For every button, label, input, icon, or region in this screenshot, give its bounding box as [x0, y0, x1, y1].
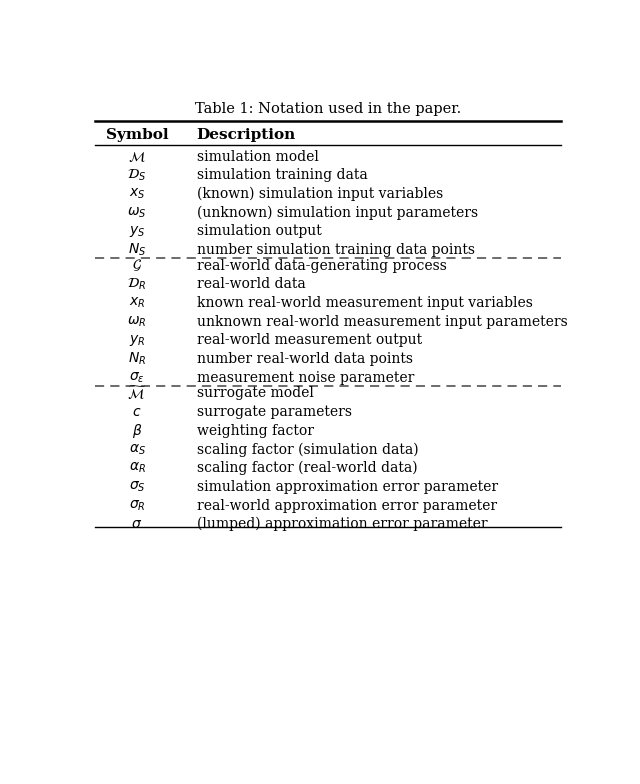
Text: $y_R$: $y_R$: [129, 333, 145, 348]
Text: Symbol: Symbol: [106, 128, 168, 142]
Text: surrogate parameters: surrogate parameters: [196, 405, 351, 419]
Text: $c$: $c$: [132, 405, 141, 419]
Text: $N_R$: $N_R$: [128, 351, 146, 368]
Text: $\omega_R$: $\omega_R$: [127, 314, 147, 329]
Text: (lumped) approximation error parameter: (lumped) approximation error parameter: [196, 517, 487, 532]
Text: weighting factor: weighting factor: [196, 423, 314, 437]
Text: $\alpha_S$: $\alpha_S$: [129, 442, 145, 456]
Text: (unknown) simulation input parameters: (unknown) simulation input parameters: [196, 205, 477, 220]
Text: real-world data-generating process: real-world data-generating process: [196, 259, 447, 273]
Text: scaling factor (real-world data): scaling factor (real-world data): [196, 461, 417, 475]
Text: Table 1: Notation used in the paper.: Table 1: Notation used in the paper.: [195, 102, 461, 115]
Text: surrogate model: surrogate model: [196, 387, 314, 401]
Text: $\alpha_R$: $\alpha_R$: [129, 461, 145, 475]
Text: $x_R$: $x_R$: [129, 296, 145, 310]
Text: simulation model: simulation model: [196, 150, 319, 164]
Text: real-world approximation error parameter: real-world approximation error parameter: [196, 499, 497, 513]
Text: $\sigma$: $\sigma$: [131, 517, 143, 532]
Text: real-world measurement output: real-world measurement output: [196, 333, 422, 347]
Text: unknown real-world measurement input parameters: unknown real-world measurement input par…: [196, 314, 567, 328]
Text: $\mathcal{D}_R$: $\mathcal{D}_R$: [127, 277, 147, 292]
Text: $x_S$: $x_S$: [129, 187, 145, 201]
Text: Description: Description: [196, 128, 296, 142]
Text: $\beta$: $\beta$: [132, 422, 142, 440]
Text: known real-world measurement input variables: known real-world measurement input varia…: [196, 296, 532, 310]
Text: real-world data: real-world data: [196, 278, 305, 292]
Text: number simulation training data points: number simulation training data points: [196, 243, 475, 257]
Text: $\sigma_R$: $\sigma_R$: [129, 499, 145, 513]
Text: (known) simulation input variables: (known) simulation input variables: [196, 187, 443, 201]
Text: number real-world data points: number real-world data points: [196, 352, 413, 366]
Text: simulation output: simulation output: [196, 224, 321, 238]
Text: $\widetilde{\mathcal{M}}$: $\widetilde{\mathcal{M}}$: [127, 385, 147, 402]
Text: $\omega_S$: $\omega_S$: [127, 205, 147, 220]
Text: $\mathcal{D}_S$: $\mathcal{D}_S$: [127, 168, 147, 183]
Text: $y_S$: $y_S$: [129, 224, 145, 239]
Text: $\mathcal{G}$: $\mathcal{G}$: [132, 258, 142, 274]
Text: $\mathcal{M}$: $\mathcal{M}$: [128, 150, 146, 164]
Text: $N_S$: $N_S$: [128, 242, 146, 259]
Text: $\sigma_\epsilon$: $\sigma_\epsilon$: [129, 371, 145, 385]
Text: simulation approximation error parameter: simulation approximation error parameter: [196, 480, 498, 494]
Text: scaling factor (simulation data): scaling factor (simulation data): [196, 442, 418, 456]
Text: measurement noise parameter: measurement noise parameter: [196, 371, 414, 385]
Text: $\sigma_S$: $\sigma_S$: [129, 480, 145, 494]
Text: simulation training data: simulation training data: [196, 169, 367, 183]
